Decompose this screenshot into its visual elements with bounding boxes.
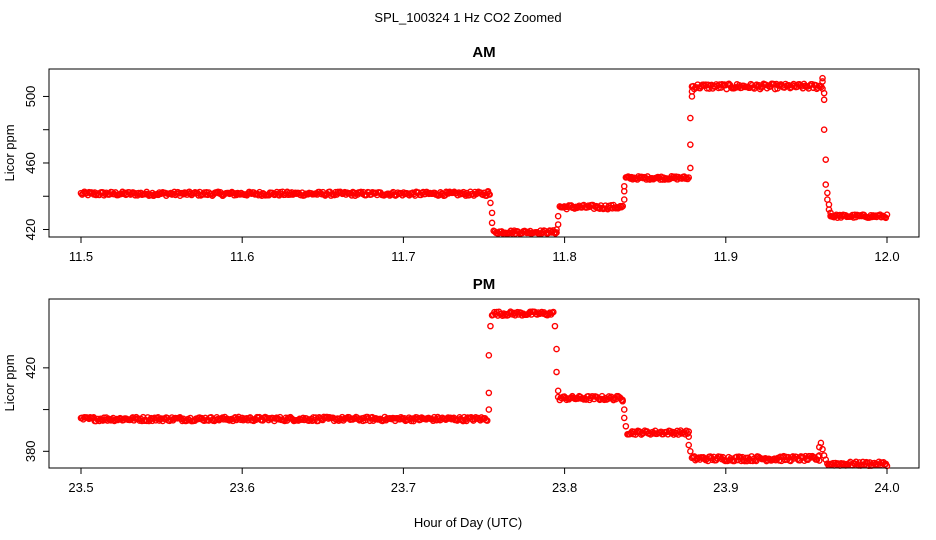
am-x-axis: 11.5 11.6 11.7 11.8 11.9 12.0 xyxy=(69,236,900,264)
am-data-point xyxy=(820,126,828,134)
pm-data-point xyxy=(742,454,750,462)
am-data-point xyxy=(554,212,562,220)
am-data-point xyxy=(488,209,496,217)
am-panel-title: AM xyxy=(472,44,495,61)
pm-data-point xyxy=(819,445,826,453)
pm-x-tick-label: 23.5 xyxy=(68,480,93,495)
am-data-point xyxy=(687,114,694,122)
pm-data-point xyxy=(687,448,694,455)
pm-data-point xyxy=(685,433,693,441)
am-data-point xyxy=(685,174,693,181)
am-data-point xyxy=(687,141,694,148)
am-data-point xyxy=(683,174,690,181)
pm-data-point xyxy=(620,406,628,413)
pm-data-point xyxy=(483,417,491,424)
am-y-tick-label: 420 xyxy=(23,219,38,241)
pm-data-point xyxy=(817,439,825,447)
pm-x-tick-label: 23.7 xyxy=(391,480,416,495)
am-x-tick-label: 11.9 xyxy=(714,249,738,264)
pm-data-point xyxy=(553,345,560,353)
am-data-point xyxy=(827,209,834,217)
am-data-point xyxy=(554,221,562,228)
pm-x-tick-label: 24.0 xyxy=(874,480,899,495)
pm-x-tick-label: 23.6 xyxy=(230,480,255,495)
am-data-points xyxy=(77,74,891,237)
am-y-axis: 420 460 500 xyxy=(23,86,50,241)
am-data-point xyxy=(822,181,830,188)
am-data-point xyxy=(825,206,833,213)
pm-panel-title: PM xyxy=(473,276,496,293)
am-data-point xyxy=(688,88,696,95)
pm-data-point xyxy=(285,414,293,422)
am-data-point xyxy=(824,189,831,197)
am-x-tick-label: 11.7 xyxy=(391,249,415,264)
pm-data-point xyxy=(822,456,830,463)
pm-data-point xyxy=(487,322,494,330)
pm-data-point xyxy=(485,352,493,359)
am-panel: AM 11.5 11.6 11.7 11.8 11.9 12.0 420 460 500 Li… xyxy=(2,44,920,264)
pm-y-tick-label: 380 xyxy=(23,440,38,462)
pm-y-tick-label: 420 xyxy=(23,357,38,379)
pm-data-point xyxy=(554,393,562,401)
am-data-point xyxy=(820,89,828,97)
am-y-axis-label: Licor ppm xyxy=(2,124,17,181)
pm-data-point xyxy=(620,414,628,422)
pm-data-point xyxy=(685,441,693,449)
pm-data-point xyxy=(554,387,562,395)
pm-y-axis-label: Licor ppm xyxy=(2,354,17,411)
am-data-point xyxy=(484,187,492,195)
am-data-point xyxy=(486,191,493,198)
am-data-point xyxy=(820,96,828,104)
pm-data-point xyxy=(485,389,493,397)
am-y-tick-label: 460 xyxy=(23,152,38,174)
am-data-point xyxy=(617,202,624,210)
am-data-point xyxy=(553,229,560,236)
pm-x-axis: 23.5 23.6 23.7 23.8 23.9 24.0 xyxy=(68,467,900,495)
am-plot-frame xyxy=(48,68,920,238)
pm-data-point xyxy=(619,397,626,405)
am-data-point xyxy=(619,202,626,210)
am-data-point xyxy=(882,214,890,222)
pm-y-axis: 380 420 xyxy=(23,357,50,462)
pm-data-point xyxy=(550,308,557,316)
am-data-point xyxy=(819,74,826,82)
x-axis-title: Hour of Day (UTC) xyxy=(414,515,522,530)
pm-data-points xyxy=(77,308,891,470)
am-x-tick-label: 11.5 xyxy=(69,249,93,264)
figure-title: SPL_100324 1 Hz CO2 Zoomed xyxy=(374,10,561,25)
am-data-point xyxy=(883,211,891,218)
am-data-point xyxy=(819,78,826,85)
pm-data-point xyxy=(485,406,493,413)
pm-x-tick-label: 23.9 xyxy=(713,480,738,495)
am-x-tick-label: 11.6 xyxy=(230,249,254,264)
am-data-point xyxy=(487,199,494,207)
am-x-tick-label: 11.8 xyxy=(552,249,576,264)
am-data-point xyxy=(822,156,830,163)
pm-data-point xyxy=(553,368,560,376)
am-data-point xyxy=(488,219,496,227)
pm-panel: PM 23.5 23.6 23.7 23.8 23.9 24.0 380 420 Licor… xyxy=(2,276,920,495)
pm-data-point xyxy=(551,322,559,330)
am-data-point xyxy=(687,164,694,172)
am-data-point xyxy=(620,182,628,190)
am-x-tick-label: 12.0 xyxy=(874,249,899,264)
pm-data-point xyxy=(622,422,630,430)
pm-x-tick-label: 23.8 xyxy=(552,480,577,495)
pm-plot-frame xyxy=(48,298,920,469)
am-data-point xyxy=(620,196,628,203)
am-y-tick-label: 500 xyxy=(23,86,38,108)
